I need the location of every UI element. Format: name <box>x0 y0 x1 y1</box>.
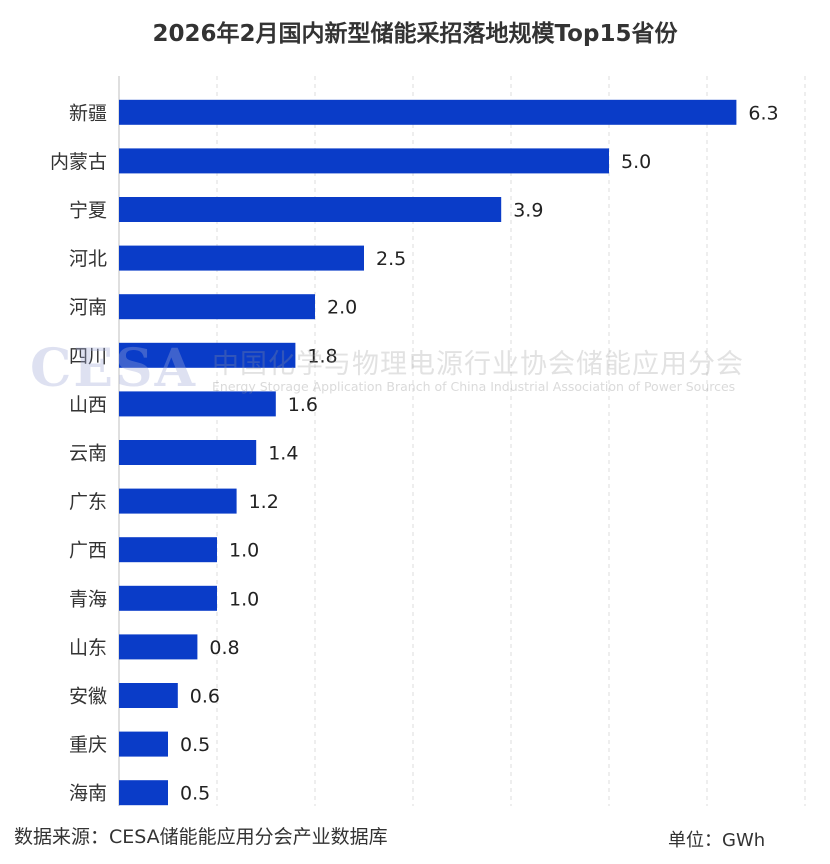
bar <box>119 391 276 417</box>
value-label: 0.5 <box>180 734 210 756</box>
bar <box>119 780 168 806</box>
category-label: 新疆 <box>69 102 107 124</box>
category-label: 广东 <box>69 491 107 513</box>
category-label: 内蒙古 <box>50 151 107 173</box>
bar <box>119 245 364 271</box>
category-label: 宁夏 <box>69 200 107 222</box>
category-label: 广西 <box>69 540 107 562</box>
bar <box>119 440 257 465</box>
watermark-cn-text: 中国化学与物理电源行业协会储能应用分会 <box>212 349 744 380</box>
labels: 新疆 6.3 内蒙古 5.0 宁夏 3.9 河北 2.5 河南 2.0 四川 1.8 山西 1.6 云南 1.… <box>50 102 779 804</box>
bar <box>119 731 168 757</box>
value-label: 1.4 <box>268 443 298 465</box>
value-label: 0.6 <box>190 686 220 708</box>
chart-title: 2026年2月国内新型储能采招落地规模Top15省份 <box>152 21 678 47</box>
data-source: 数据来源：CESA储能能应用分会产业数据库 <box>14 826 388 848</box>
bar <box>119 585 217 611</box>
unit-label: 单位：GWh <box>668 830 766 851</box>
value-label: 1.2 <box>249 491 279 513</box>
value-label: 0.5 <box>180 783 210 805</box>
bar <box>119 537 217 563</box>
bar <box>119 488 237 514</box>
category-label: 河南 <box>69 297 107 319</box>
bar <box>119 99 737 125</box>
category-label: 重庆 <box>69 734 107 756</box>
value-label: 0.8 <box>209 637 239 659</box>
bars <box>119 99 737 806</box>
watermark-logo: CESA <box>30 338 197 399</box>
value-label: 3.9 <box>513 200 543 222</box>
category-label: 四川 <box>69 345 107 367</box>
category-label: 海南 <box>69 783 107 805</box>
value-label: 2.0 <box>327 297 357 319</box>
category-label: 青海 <box>69 588 107 610</box>
value-label: 6.3 <box>748 102 778 124</box>
category-label: 山东 <box>69 637 107 659</box>
value-label: 1.0 <box>229 588 259 610</box>
value-label: 5.0 <box>621 151 651 173</box>
bar <box>119 342 296 368</box>
category-label: 河北 <box>69 248 107 270</box>
bar <box>119 683 178 708</box>
value-label: 1.0 <box>229 540 259 562</box>
value-label: 1.6 <box>288 394 318 416</box>
category-label: 安徽 <box>69 686 107 708</box>
value-label: 1.8 <box>307 345 337 367</box>
bar <box>119 148 609 174</box>
value-label: 2.5 <box>376 248 406 270</box>
bar <box>119 197 502 222</box>
category-label: 山西 <box>69 394 107 416</box>
bar <box>119 634 198 660</box>
watermark-en-text: Energy Storage Application Branch of Chi… <box>212 379 736 394</box>
bar <box>119 294 315 320</box>
category-label: 云南 <box>69 443 107 465</box>
